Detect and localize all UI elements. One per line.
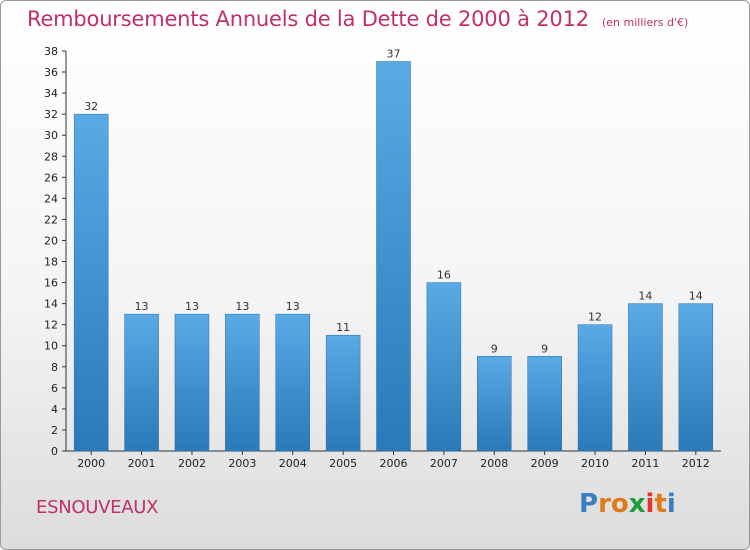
x-tick-label: 2008 — [480, 457, 508, 470]
y-tick-label: 12 — [44, 319, 58, 332]
bar-value-label: 9 — [491, 342, 498, 355]
y-tick-label: 20 — [44, 234, 58, 247]
bar-2003 — [225, 313, 260, 452]
bar-2000 — [73, 113, 109, 452]
chart-subtitle: (en milliers d'€) — [602, 16, 689, 29]
y-tick-label: 36 — [44, 66, 58, 79]
x-tick-label: 2005 — [329, 457, 357, 470]
x-tick-label: 2004 — [279, 457, 307, 470]
x-tick-label: 2002 — [178, 457, 206, 470]
x-tick-label: 2007 — [430, 457, 458, 470]
y-tick-label: 32 — [44, 108, 58, 121]
y-tick-label: 22 — [44, 213, 58, 226]
bar-value-label: 12 — [588, 311, 602, 324]
y-tick-label: 30 — [44, 129, 58, 142]
logo-letter: r — [598, 489, 611, 519]
x-tick-label: 2006 — [380, 457, 408, 470]
logo-letter: o — [610, 489, 629, 519]
bar-value-label: 13 — [235, 300, 249, 313]
bar-value-label: 13 — [185, 300, 199, 313]
bar-2009 — [527, 356, 562, 452]
x-tick-label: 2009 — [531, 457, 559, 470]
y-tick-label: 10 — [44, 340, 58, 353]
bar-2012 — [678, 303, 714, 452]
bar-value-label: 37 — [387, 48, 401, 61]
y-tick-label: 16 — [44, 277, 58, 290]
x-tick-label: 2011 — [631, 457, 659, 470]
bar-2006 — [376, 61, 411, 452]
bar-value-label: 14 — [689, 290, 703, 303]
y-tick-label: 18 — [44, 256, 58, 269]
place-name: ESNOUVEAUX — [36, 497, 159, 518]
logo-letter: i — [666, 489, 676, 519]
y-tick-label: 38 — [44, 45, 58, 58]
y-tick-label: 34 — [44, 87, 58, 100]
y-tick-label: 24 — [44, 192, 58, 205]
x-tick-label: 2001 — [128, 457, 156, 470]
x-tick-label: 2003 — [228, 457, 256, 470]
bar-value-label: 32 — [84, 100, 98, 113]
y-tick-label: 26 — [44, 171, 58, 184]
x-tick-label: 2010 — [581, 457, 609, 470]
bar-2007 — [426, 282, 462, 452]
proxiti-logo: Proxiti — [579, 489, 676, 519]
logo-letter: t — [654, 489, 667, 519]
chart-header: Remboursements Annuels de la Dette de 20… — [27, 7, 688, 31]
bar-value-label: 13 — [286, 300, 300, 313]
bar-value-label: 14 — [638, 290, 652, 303]
y-tick-label: 0 — [51, 445, 58, 458]
y-tick-label: 6 — [51, 382, 58, 395]
bar-value-label: 9 — [541, 342, 548, 355]
bar-2002 — [174, 313, 210, 452]
bar-value-label: 11 — [336, 321, 350, 334]
logo-letter: P — [579, 489, 599, 519]
bar-2001 — [124, 313, 159, 452]
logo-letter: i — [645, 489, 655, 519]
y-tick-label: 28 — [44, 150, 58, 163]
y-tick-label: 4 — [51, 403, 58, 416]
logo-letter: x — [628, 489, 646, 519]
y-tick-label: 2 — [51, 424, 58, 437]
bar-value-label: 16 — [437, 269, 451, 282]
bar-2010 — [577, 324, 613, 452]
x-tick-label: 2000 — [77, 457, 105, 470]
x-tick-label: 2012 — [682, 457, 710, 470]
bar-2004 — [275, 313, 310, 452]
bar-2008 — [477, 356, 512, 452]
bar-2011 — [628, 303, 663, 452]
bar-2005 — [325, 334, 361, 452]
y-tick-label: 8 — [51, 361, 58, 374]
bar-value-label: 13 — [135, 300, 149, 313]
y-tick-label: 14 — [44, 298, 58, 311]
chart-title: Remboursements Annuels de la Dette de 20… — [27, 7, 589, 31]
